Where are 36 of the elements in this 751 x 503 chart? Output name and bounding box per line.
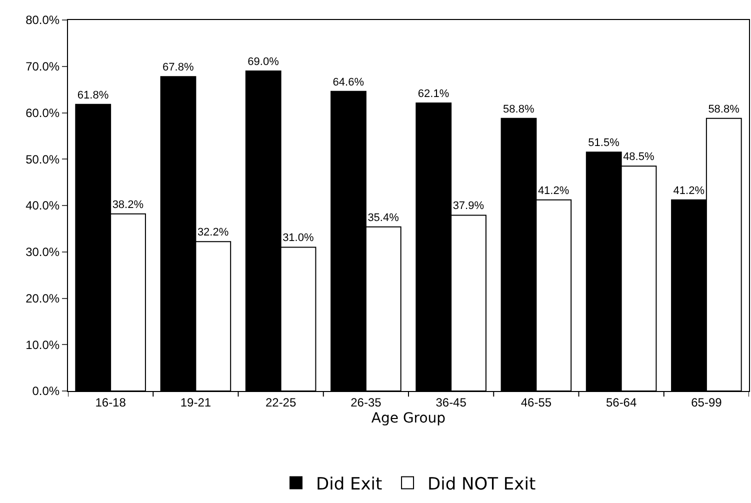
data-label: 61.8%	[77, 89, 109, 102]
data-label: 41.2%	[538, 184, 570, 197]
data-label: 41.2%	[673, 184, 705, 197]
data-label: 35.4%	[368, 212, 400, 224]
data-label: 37.9%	[452, 200, 484, 212]
x-axis-title: Age Group	[371, 410, 446, 427]
x-tick-label: 56-64	[606, 395, 637, 410]
y-tick-label: 80.0%	[26, 13, 60, 28]
x-tick-label: 22-25	[265, 395, 296, 410]
data-label: 58.8%	[708, 103, 740, 116]
data-label: 31.0%	[282, 232, 314, 244]
data-label: 38.2%	[112, 198, 144, 211]
x-tick-label: 46-55	[520, 395, 552, 410]
x-tick-label: 26-35	[350, 395, 382, 410]
y-tick-label: 40.0%	[26, 198, 60, 213]
x-tick-label: 16-18	[95, 395, 126, 410]
legend-label: Did NOT Exit	[428, 474, 536, 494]
data-label: 67.8%	[162, 62, 194, 74]
y-tick-label: 10.0%	[26, 338, 60, 352]
x-tick-label: 65-99	[691, 395, 722, 410]
y-tick-label: 0.0%	[32, 384, 60, 398]
data-label: 32.2%	[197, 226, 229, 239]
y-tick-label: 20.0%	[26, 291, 60, 306]
y-tick-label: 60.0%	[26, 106, 60, 120]
x-tick-label: 19-21	[180, 395, 212, 410]
data-label: 48.5%	[623, 151, 654, 164]
data-label: 69.0%	[248, 56, 280, 68]
y-tick-label: 70.0%	[26, 60, 60, 74]
x-tick-label: 36-45	[436, 395, 467, 410]
y-tick-label: 30.0%	[26, 245, 60, 260]
data-label: 62.1%	[418, 88, 450, 100]
data-label: 51.5%	[588, 137, 620, 150]
data-label: 64.6%	[332, 76, 364, 88]
legend-label: Did Exit	[316, 474, 383, 494]
data-label: 58.8%	[503, 103, 534, 116]
y-tick-label: 50.0%	[26, 152, 60, 166]
